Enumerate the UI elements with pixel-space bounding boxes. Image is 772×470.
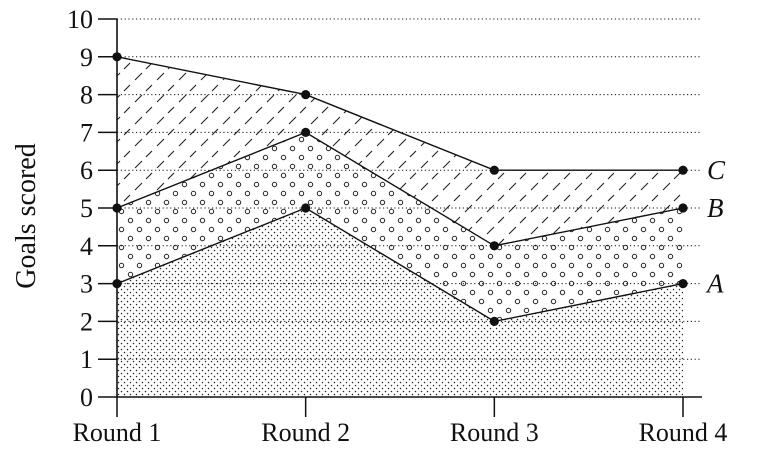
y-tick-label-4: 4 — [80, 232, 93, 261]
y-tick-label-9: 9 — [80, 43, 93, 72]
point-b-4 — [678, 203, 688, 213]
y-tick-label-1: 1 — [80, 345, 93, 374]
y-tick-label-7: 7 — [80, 118, 93, 147]
series-line-c — [116, 56, 683, 171]
y-tick-label-10: 10 — [67, 5, 93, 34]
series-label-c: C — [707, 155, 726, 185]
y-tick-label-5: 5 — [80, 194, 93, 223]
point-a-1 — [112, 279, 122, 289]
y-axis-title: Goals scored — [11, 143, 42, 288]
x-tick-label-1: Round 1 — [73, 418, 162, 447]
y-tick-label-3: 3 — [80, 270, 93, 299]
area-layers — [117, 56, 683, 397]
point-c-4 — [678, 165, 688, 175]
point-c-3 — [489, 165, 499, 175]
point-a-4 — [678, 279, 688, 289]
y-tick-label-8: 8 — [80, 81, 93, 110]
point-a-2 — [301, 203, 311, 213]
area-band-b — [117, 132, 683, 322]
series-line-a — [116, 207, 684, 323]
x-tick-label-4: Round 4 — [639, 418, 728, 447]
point-b-2 — [301, 127, 311, 137]
series-label-a: A — [705, 269, 724, 299]
point-c-2 — [301, 90, 311, 100]
series-line-b — [116, 131, 684, 247]
y-tick-label-2: 2 — [80, 307, 93, 336]
point-c-1 — [112, 52, 122, 62]
labels: 0 1 2 3 4 5 6 7 8 9 10 Round 1 Round 2 Round 3 Round 4… — [11, 5, 727, 447]
series-label-b: B — [707, 193, 724, 223]
x-tick-label-3: Round 3 — [450, 418, 539, 447]
y-tick-label-0: 0 — [80, 383, 93, 412]
point-b-3 — [489, 241, 499, 251]
point-b-1 — [112, 203, 122, 213]
data-points — [112, 52, 688, 326]
point-a-3 — [489, 316, 499, 326]
y-tick-label-6: 6 — [80, 156, 93, 185]
area-band-a — [117, 208, 683, 397]
series-lines — [116, 56, 684, 323]
area-band-c — [117, 56, 683, 246]
x-tick-label-2: Round 2 — [261, 418, 350, 447]
